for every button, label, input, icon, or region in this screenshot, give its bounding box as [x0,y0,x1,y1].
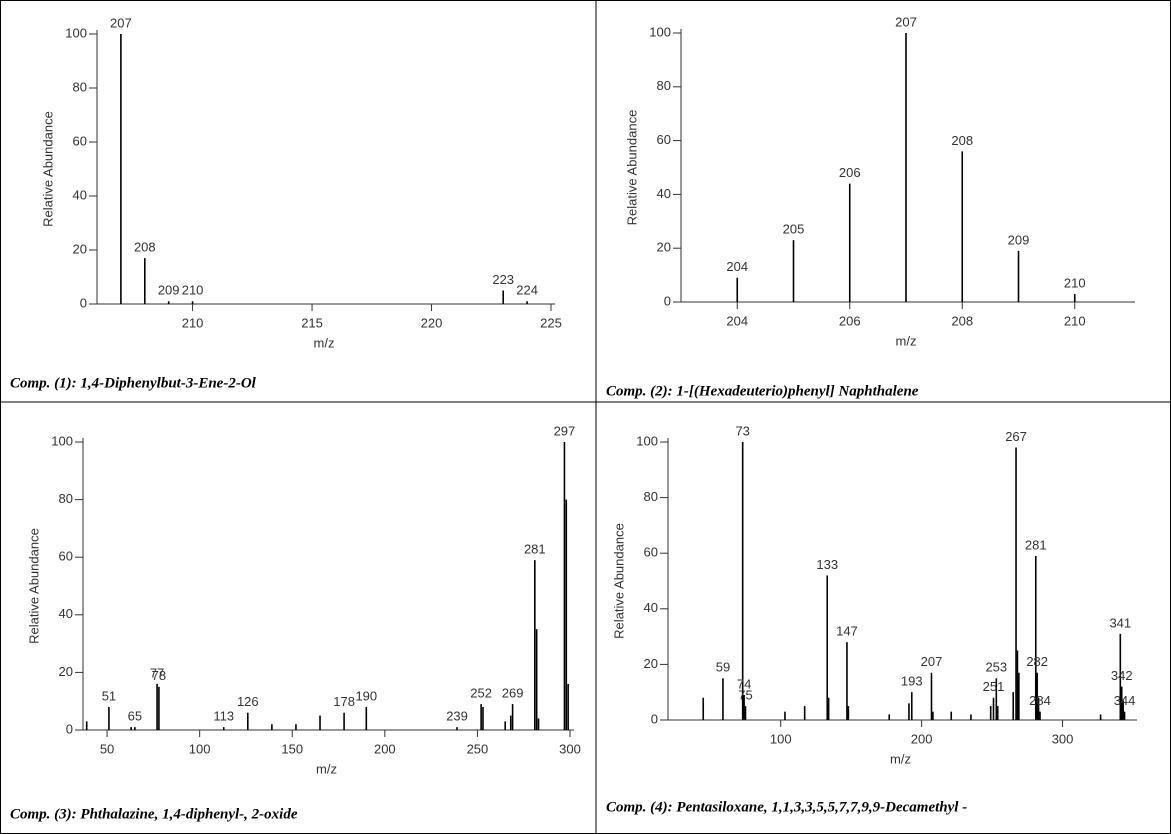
x-tick-label: 300 [559,741,581,756]
x-axis-title: m/z [314,335,335,350]
peak-label: 51 [102,688,116,703]
peak-label: 209 [158,283,180,298]
peak-label: 133 [816,557,838,572]
y-tick-label: 20 [73,241,87,256]
y-axis-title: Relative Abundance [611,523,626,639]
x-tick-label: 100 [189,741,211,756]
peak-label: 208 [951,133,973,148]
y-axis-title: Relative Abundance [40,111,55,227]
y-tick-label: 40 [59,606,73,621]
peak-label: 59 [716,660,730,675]
peak-label: 297 [554,423,576,438]
caption: Comp. (2): 1-[(Hexadeuterio)phenyl] Naph… [606,383,919,399]
y-tick-label: 60 [644,545,658,560]
x-tick-label: 100 [770,731,792,746]
x-tick-label: 300 [1052,731,1074,746]
y-tick-label: 80 [59,491,73,506]
peak-label: 342 [1111,668,1133,683]
y-axis-title: Relative Abundance [26,528,41,644]
x-tick-label: 225 [540,315,562,330]
y-axis-title: Relative Abundance [624,110,639,226]
x-axis-title: m/z [896,333,917,348]
x-tick-label: 215 [301,315,323,330]
caption: Comp. (1): 1,4-Diphenylbut-3-Ene-2-Ol [10,375,257,391]
peak-label: 78 [152,668,166,683]
peak-label: 209 [1008,232,1030,247]
peak-label: 282 [1026,654,1048,669]
peak-label: 178 [333,694,355,709]
y-tick-label: 0 [66,721,73,736]
y-tick-label: 40 [644,600,658,615]
y-tick-label: 60 [73,133,87,148]
x-tick-label: 200 [911,731,933,746]
peak-label: 210 [1064,275,1086,290]
y-tick-label: 100 [65,25,87,40]
y-tick-label: 100 [636,433,658,448]
peak-label: 193 [901,674,923,689]
peak-label: 252 [470,686,492,701]
peak-label: 207 [921,654,943,669]
peak-label: 284 [1029,693,1051,708]
peak-label: 239 [446,709,468,724]
y-tick-label: 0 [664,293,671,308]
peak-label: 126 [237,694,259,709]
peak-label: 210 [182,283,204,298]
peak-label: 269 [502,686,524,701]
x-tick-label: 210 [1064,313,1086,328]
y-tick-label: 80 [657,78,671,93]
peak-label: 74 [737,676,751,691]
peak-label: 77 [150,665,164,680]
peak-label: 113 [213,709,234,724]
x-tick-label: 250 [467,741,489,756]
x-tick-label: 200 [374,741,396,756]
caption: Comp. (3): Phthalazine, 1,4-diphenyl-, 2… [10,806,298,822]
y-tick-label: 60 [657,132,671,147]
caption: Comp. (4): Pentasiloxane, 1,1,3,3,5,5,7,… [606,799,967,815]
peak-label: 253 [985,660,1007,675]
x-axis-title: m/z [316,761,337,776]
peak-label: 341 [1109,615,1131,630]
y-tick-label: 80 [73,79,87,94]
peak-label: 75 [738,688,752,703]
y-tick-label: 80 [644,489,658,504]
y-tick-label: 0 [80,295,87,310]
peak-label: 207 [110,15,132,30]
y-tick-label: 20 [59,664,73,679]
y-tick-label: 20 [644,656,658,671]
y-tick-label: 40 [657,186,671,201]
y-tick-label: 40 [73,187,87,202]
y-tick-label: 100 [649,24,671,39]
x-tick-label: 150 [281,741,303,756]
peak-label: 281 [1025,537,1047,552]
x-tick-label: 210 [182,315,204,330]
peak-label: 224 [516,283,538,298]
peak-label: 204 [726,259,748,274]
x-tick-label: 50 [100,741,114,756]
x-tick-label: 204 [726,313,748,328]
y-tick-label: 20 [657,240,671,255]
peak-label: 344 [1114,693,1136,708]
x-tick-label: 220 [421,315,443,330]
peak-label: 251 [983,679,1005,694]
peak-label: 281 [524,542,546,557]
peak-label: 207 [895,14,917,29]
peak-label: 190 [355,688,377,703]
peak-label: 206 [839,165,861,180]
peak-label: 208 [134,240,156,255]
peak-label: 73 [735,423,749,438]
x-tick-label: 208 [951,313,973,328]
y-tick-label: 100 [51,433,73,448]
peak-label: 65 [128,709,142,724]
x-axis-title: m/z [890,751,911,766]
x-tick-label: 206 [839,313,861,328]
peak-label: 147 [836,624,858,639]
y-tick-label: 60 [59,549,73,564]
peak-label: 205 [783,222,805,237]
peak-label: 223 [492,272,514,287]
y-tick-label: 0 [651,711,658,726]
peak-label: 267 [1005,429,1027,444]
